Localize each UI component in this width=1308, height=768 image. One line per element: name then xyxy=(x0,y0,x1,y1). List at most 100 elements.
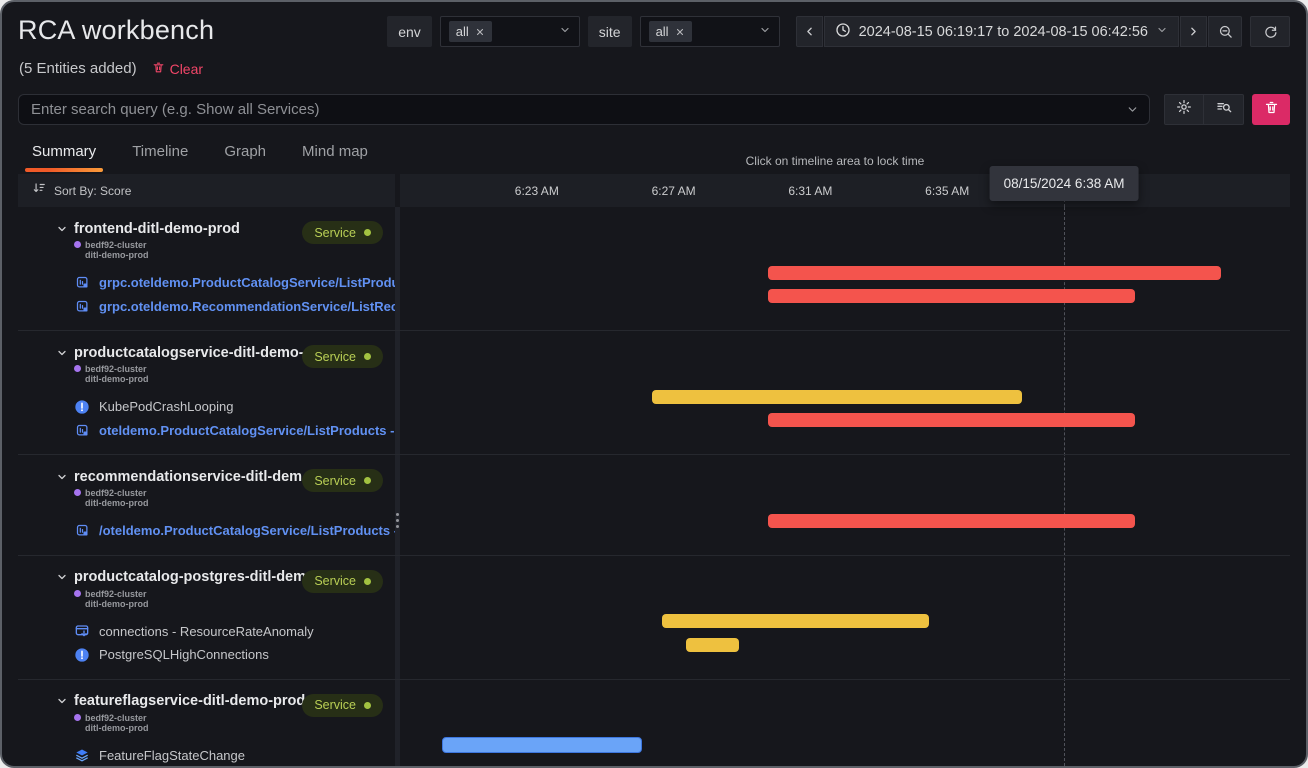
entity-item-label: connections - ResourceRateAnomaly xyxy=(99,624,314,639)
chevron-down-icon[interactable] xyxy=(56,571,68,583)
cluster-dot-icon xyxy=(74,714,81,721)
sort-icon xyxy=(32,181,46,200)
entity-name: featureflagservice-ditl-demo-prod xyxy=(74,693,305,709)
entity-item: KubePodCrashLooping xyxy=(74,395,395,419)
remove-filter-icon[interactable] xyxy=(675,27,685,37)
timeline-axis[interactable]: 6:23 AM6:27 AM6:31 AM6:35 AM xyxy=(400,174,1290,207)
timeline-bar-warning[interactable] xyxy=(662,614,929,628)
clear-label: Clear xyxy=(170,61,203,77)
site-filter-select[interactable]: all xyxy=(640,16,780,47)
timeline-lane[interactable] xyxy=(400,556,1290,679)
timeline-bar-warning[interactable] xyxy=(652,390,1023,404)
zoom-out-button[interactable] xyxy=(1208,16,1242,47)
entity-items: connections - ResourceRateAnomaly Postgre… xyxy=(74,620,395,667)
timeline-lane[interactable] xyxy=(400,455,1290,555)
time-back-button[interactable] xyxy=(796,16,823,47)
chevron-down-icon[interactable] xyxy=(56,695,68,707)
axis-tick: 6:35 AM xyxy=(925,184,969,198)
entity-item-label[interactable]: /oteldemo.ProductCatalogService/ListProd… xyxy=(99,523,395,538)
chevron-down-icon[interactable] xyxy=(1126,103,1139,121)
query-inspector-button[interactable] xyxy=(1204,94,1244,125)
timeline-lane[interactable] xyxy=(400,680,1290,768)
sub-header: (5 Entities added) Clear xyxy=(19,60,203,77)
entity-group-info: featureflagservice-ditl-demo-prod bedf92… xyxy=(18,680,395,768)
panel-resize-handle[interactable] xyxy=(394,513,401,528)
tab-timeline[interactable]: Timeline xyxy=(132,143,188,170)
timeline-bar-warning[interactable] xyxy=(686,638,739,652)
sort-control[interactable]: Sort By: Score xyxy=(18,174,395,207)
env-filter-label: env xyxy=(387,16,432,47)
entity-item-label[interactable]: oteldemo.ProductCatalogService/ListProdu… xyxy=(99,423,395,438)
tab-graph[interactable]: Graph xyxy=(224,143,266,170)
entity-item-label: PostgreSQLHighConnections xyxy=(99,647,269,662)
search-row xyxy=(18,94,1290,125)
entity-items: KubePodCrashLooping oteldemo.ProductCatal… xyxy=(74,395,395,442)
entity-group-info: recommendationservice-ditl-dem... bedf92… xyxy=(18,455,395,555)
cluster-dot-icon xyxy=(74,365,81,372)
cluster-name: bedf92-cluster xyxy=(85,713,149,723)
clock-icon xyxy=(835,22,851,42)
service-badge: Service xyxy=(302,345,383,368)
timeline-bar-critical[interactable] xyxy=(768,266,1221,280)
cluster-dot-icon xyxy=(74,241,81,248)
entity-item-label[interactable]: grpc.oteldemo.ProductCatalogService/List… xyxy=(99,275,395,290)
chevron-down-icon[interactable] xyxy=(56,347,68,359)
delete-query-button[interactable] xyxy=(1252,94,1290,125)
trace-icon xyxy=(74,422,90,438)
entity-group-info: frontend-ditl-demo-prod bedf92-cluster d… xyxy=(18,207,395,330)
service-badge: Service xyxy=(302,221,383,244)
status-dot-icon xyxy=(364,578,371,585)
timeline-lane[interactable] xyxy=(400,331,1290,454)
service-badge-label: Service xyxy=(314,574,356,588)
time-range-button[interactable]: 2024-08-15 06:19:17 to 2024-08-15 06:42:… xyxy=(824,16,1179,47)
time-forward-button[interactable] xyxy=(1180,16,1207,47)
settings-button[interactable] xyxy=(1164,94,1204,125)
time-range-text: 2024-08-15 06:19:17 to 2024-08-15 06:42:… xyxy=(859,24,1148,40)
trash-icon xyxy=(152,61,165,77)
remove-filter-icon[interactable] xyxy=(475,27,485,37)
entity-group: recommendationservice-ditl-dem... bedf92… xyxy=(18,455,1290,556)
entity-item[interactable]: grpc.oteldemo.ProductCatalogService/List… xyxy=(74,271,395,295)
timeline-bar-critical[interactable] xyxy=(768,514,1136,528)
entity-item: PostgreSQLHighConnections xyxy=(74,643,395,667)
refresh-button[interactable] xyxy=(1250,16,1290,47)
entities-count: (5 Entities added) xyxy=(19,60,137,77)
trace-icon xyxy=(74,275,90,291)
entity-group: productcatalog-postgres-ditl-dem... bedf… xyxy=(18,556,1290,680)
entity-items: grpc.oteldemo.ProductCatalogService/List… xyxy=(74,271,395,318)
sort-label: Sort By: Score xyxy=(54,184,131,198)
timeline-bar-critical[interactable] xyxy=(768,413,1136,427)
site-filter-value: all xyxy=(656,24,669,39)
cursor-tooltip: 08/15/2024 6:38 AM xyxy=(990,166,1139,201)
timeline-lane[interactable] xyxy=(400,207,1290,330)
service-badge: Service xyxy=(302,694,383,717)
env-filter-select[interactable]: all xyxy=(440,16,580,47)
search-actions xyxy=(1164,94,1244,125)
search-input[interactable] xyxy=(18,94,1150,125)
namespace-name: ditl-demo-prod xyxy=(85,599,149,609)
env-filter-value: all xyxy=(456,24,469,39)
chevron-down-icon[interactable] xyxy=(56,223,68,235)
entity-item-label: FeatureFlagStateChange xyxy=(99,748,245,763)
gear-icon xyxy=(1176,99,1192,120)
clear-button[interactable]: Clear xyxy=(152,61,203,77)
service-badge-label: Service xyxy=(314,474,356,488)
chevron-down-icon xyxy=(1156,24,1168,40)
timeline-bar-change[interactable] xyxy=(442,737,643,753)
status-dot-icon xyxy=(364,477,371,484)
entity-item-label[interactable]: grpc.oteldemo.RecommendationService/List… xyxy=(99,299,395,314)
site-filter-label: site xyxy=(588,16,632,47)
chevron-down-icon[interactable] xyxy=(56,471,68,483)
tab-summary[interactable]: Summary xyxy=(32,143,96,170)
tabs: Summary Timeline Graph Mind map xyxy=(32,143,368,170)
entity-item[interactable]: grpc.oteldemo.RecommendationService/List… xyxy=(74,295,395,319)
entity-item[interactable]: /oteldemo.ProductCatalogService/ListProd… xyxy=(74,519,395,543)
status-dot-icon xyxy=(364,229,371,236)
timeline-bar-critical[interactable] xyxy=(768,289,1136,303)
namespace-name: ditl-demo-prod xyxy=(85,498,149,508)
site-filter-tag[interactable]: all xyxy=(649,21,692,42)
entity-item[interactable]: oteldemo.ProductCatalogService/ListProdu… xyxy=(74,419,395,443)
entity-items: /oteldemo.ProductCatalogService/ListProd… xyxy=(74,519,395,543)
tab-mind-map[interactable]: Mind map xyxy=(302,143,368,170)
env-filter-tag[interactable]: all xyxy=(449,21,492,42)
